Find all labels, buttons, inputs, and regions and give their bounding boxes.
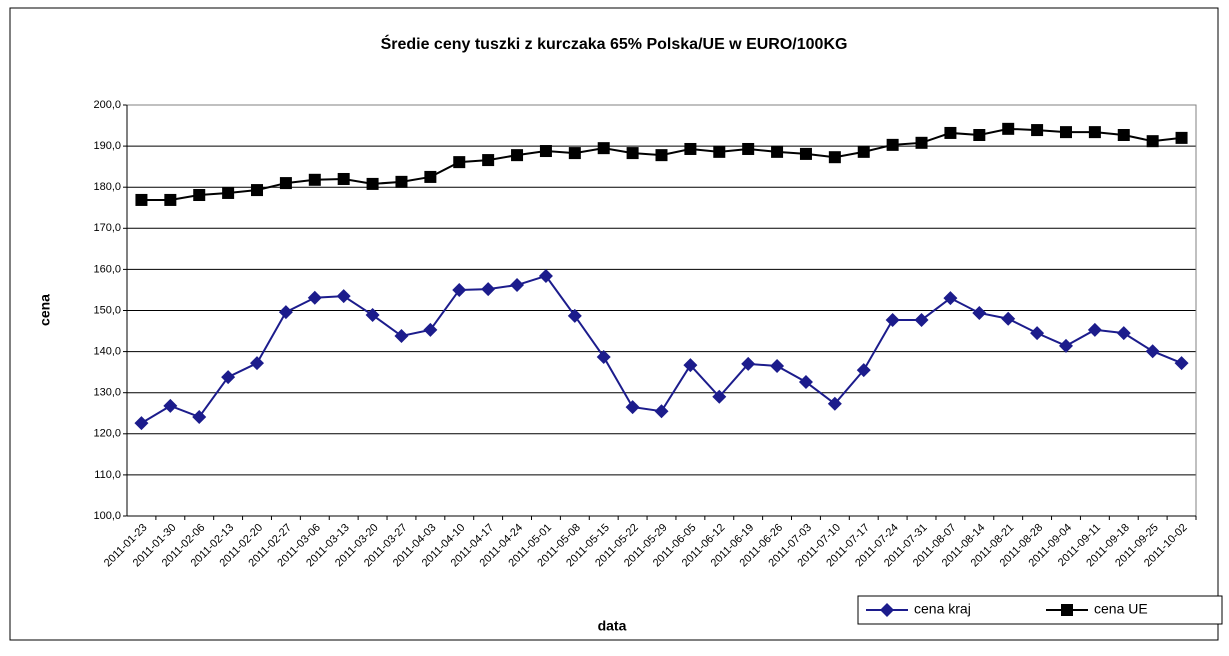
data-point	[135, 193, 148, 206]
data-point	[625, 400, 640, 415]
data-point	[539, 145, 552, 158]
chart-title: Średie ceny tuszki z kurczaka 65% Polska…	[381, 34, 848, 53]
data-point	[1030, 326, 1045, 341]
data-point	[712, 389, 727, 404]
data-point	[221, 370, 236, 385]
data-point	[424, 170, 437, 183]
data-point	[222, 186, 235, 199]
data-point	[914, 312, 929, 327]
data-point	[626, 147, 639, 160]
data-point	[770, 358, 785, 373]
data-point	[164, 193, 177, 206]
data-point	[597, 142, 610, 155]
data-point	[1117, 129, 1130, 142]
data-point	[481, 282, 496, 297]
data-point	[307, 290, 322, 305]
data-point	[482, 154, 495, 167]
data-point	[568, 147, 581, 160]
legend-marker	[1061, 604, 1073, 616]
data-point	[655, 149, 668, 162]
data-point	[741, 356, 756, 371]
data-point	[1116, 326, 1131, 341]
data-point	[915, 136, 928, 149]
data-point	[742, 142, 755, 155]
data-point	[365, 308, 380, 323]
data-point	[394, 328, 409, 343]
data-point	[134, 416, 149, 431]
y-tick-label: 120,0	[93, 428, 121, 440]
y-tick-label: 110,0	[94, 469, 121, 481]
data-point	[886, 138, 899, 151]
data-point	[1058, 338, 1073, 353]
data-point	[1002, 122, 1015, 135]
data-point	[538, 268, 553, 283]
data-point	[944, 126, 957, 139]
data-point	[827, 396, 842, 411]
data-point	[193, 189, 206, 202]
data-point	[192, 409, 207, 424]
data-point	[250, 356, 265, 371]
data-point	[799, 147, 812, 160]
data-point	[972, 305, 987, 320]
data-point	[279, 177, 292, 190]
data-point	[278, 305, 293, 320]
data-point	[510, 278, 525, 293]
data-point	[1001, 311, 1016, 326]
data-point	[511, 149, 524, 162]
x-axis-label: data	[598, 618, 627, 634]
data-point	[1175, 131, 1188, 144]
y-tick-label: 170,0	[93, 222, 121, 234]
data-point	[885, 312, 900, 327]
data-point	[366, 177, 379, 190]
data-point	[567, 308, 582, 323]
data-point	[684, 142, 697, 155]
y-axis-label: cena	[37, 294, 53, 326]
data-point	[163, 398, 178, 413]
data-point	[857, 145, 870, 158]
data-point	[423, 322, 438, 337]
legend-marker	[880, 603, 894, 617]
y-tick-label: 130,0	[93, 387, 121, 399]
y-tick-label: 160,0	[93, 263, 121, 275]
y-tick-label: 200,0	[93, 99, 121, 111]
data-point	[798, 375, 813, 390]
legend-label: cena kraj	[914, 601, 971, 617]
data-point	[1174, 356, 1189, 371]
data-point	[308, 173, 321, 186]
legend-box	[857, 595, 1223, 625]
y-tick-label: 190,0	[93, 140, 121, 152]
data-point	[395, 175, 408, 188]
data-point	[337, 172, 350, 185]
data-point	[654, 404, 669, 419]
data-point	[1145, 344, 1160, 359]
data-point	[596, 349, 611, 364]
data-point	[973, 129, 986, 142]
data-point	[828, 151, 841, 164]
data-point	[1059, 126, 1072, 139]
data-point	[1088, 126, 1101, 139]
data-point	[943, 291, 958, 306]
y-tick-label: 180,0	[93, 181, 121, 193]
y-tick-label: 100,0	[93, 510, 121, 522]
data-point	[1087, 322, 1102, 337]
data-point	[713, 145, 726, 158]
data-point	[1146, 135, 1159, 148]
data-point	[452, 282, 467, 297]
data-point	[1031, 124, 1044, 137]
data-point	[251, 184, 264, 197]
data-point	[336, 289, 351, 304]
data-point	[453, 156, 466, 169]
data-point	[856, 363, 871, 378]
y-tick-label: 140,0	[93, 346, 121, 358]
data-point	[683, 358, 698, 373]
data-point	[771, 145, 784, 158]
y-tick-label: 150,0	[93, 304, 121, 316]
legend-label: cena UE	[1094, 601, 1148, 617]
